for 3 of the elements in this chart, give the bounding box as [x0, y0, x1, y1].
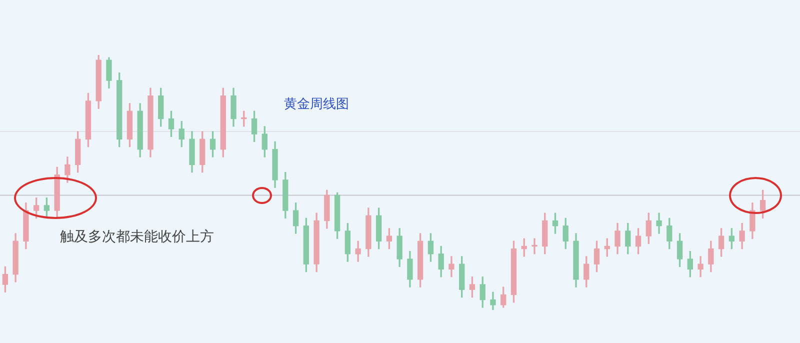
candlestick	[532, 238, 538, 254]
text: 黄金周线图	[284, 96, 349, 113]
annotation: 触及多次都未能收价上方	[60, 228, 214, 246]
